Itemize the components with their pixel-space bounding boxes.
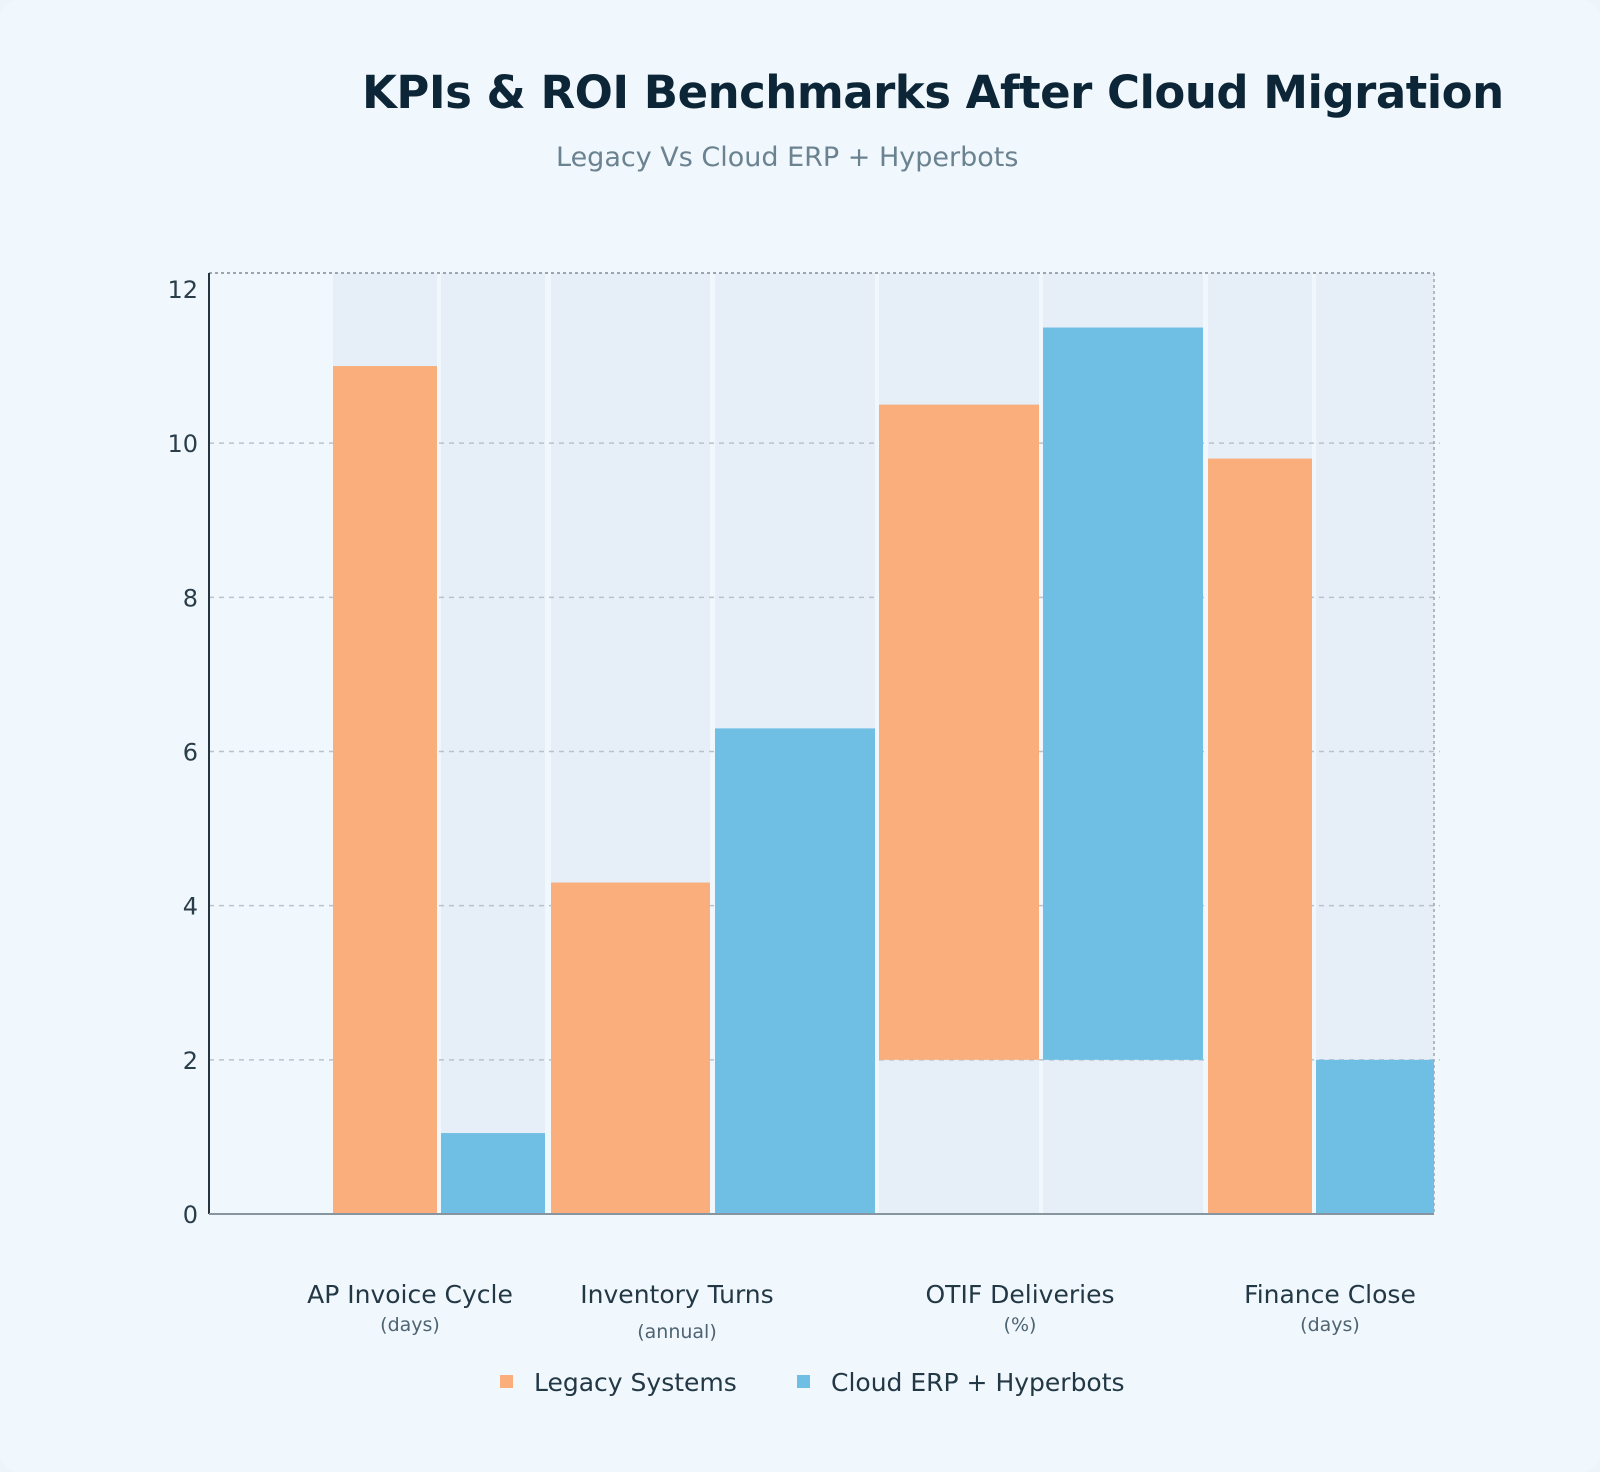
legend: Legacy Systems Cloud ERP + Hyperbots [500,1368,1125,1397]
cloud-bar-3 [1316,1059,1434,1214]
legend-swatch-1 [797,1375,810,1388]
cloud-bar-0 [441,1133,545,1214]
y-tick-10: 10 [167,430,198,458]
category-labels: AP Invoice Cycle (days) Inventory Turns (an… [307,1280,1416,1343]
cloud-bar-1 [715,728,875,1214]
y-tick-6: 6 [183,739,198,767]
category-label-2: OTIF Deliveries [926,1280,1115,1309]
band-cloud-0 [441,273,545,1214]
legend-swatch-0 [500,1375,513,1388]
category-unit-2: (%) [1004,1314,1037,1336]
legacy-bar-0 [333,366,437,1214]
y-tick-0: 0 [183,1201,198,1229]
y-tick-labels: 0 2 4 6 8 10 12 [167,276,198,1229]
legacy-bar-2 [879,404,1039,1060]
category-label-0: AP Invoice Cycle [307,1280,513,1309]
category-unit-3: (days) [1300,1314,1360,1336]
cloud-bar-2 [1043,327,1203,1060]
y-tick-8: 8 [183,584,198,612]
y-tick-12: 12 [167,276,198,304]
category-unit-1: (annual) [637,1321,717,1343]
legend-label-0: Legacy Systems [534,1368,737,1397]
band-cloud-3 [1316,273,1434,1214]
legacy-bar-1 [551,882,710,1214]
legacy-bar-3 [1208,458,1312,1214]
bars [333,327,1434,1214]
axes [208,273,1434,1215]
chart-title: KPIs & ROI Benchmarks After Cloud Migrat… [362,66,1504,119]
y-tick-2: 2 [183,1047,198,1075]
category-unit-0: (days) [380,1314,440,1336]
gridlines [209,272,1440,1214]
chart-subtitle: Legacy Vs Cloud ERP + Hyperbots [556,142,1019,173]
y-tick-4: 4 [183,893,198,921]
category-label-3: Finance Close [1244,1280,1416,1309]
legend-label-1: Cloud ERP + Hyperbots [831,1368,1125,1397]
category-label-1: Inventory Turns [580,1280,773,1309]
